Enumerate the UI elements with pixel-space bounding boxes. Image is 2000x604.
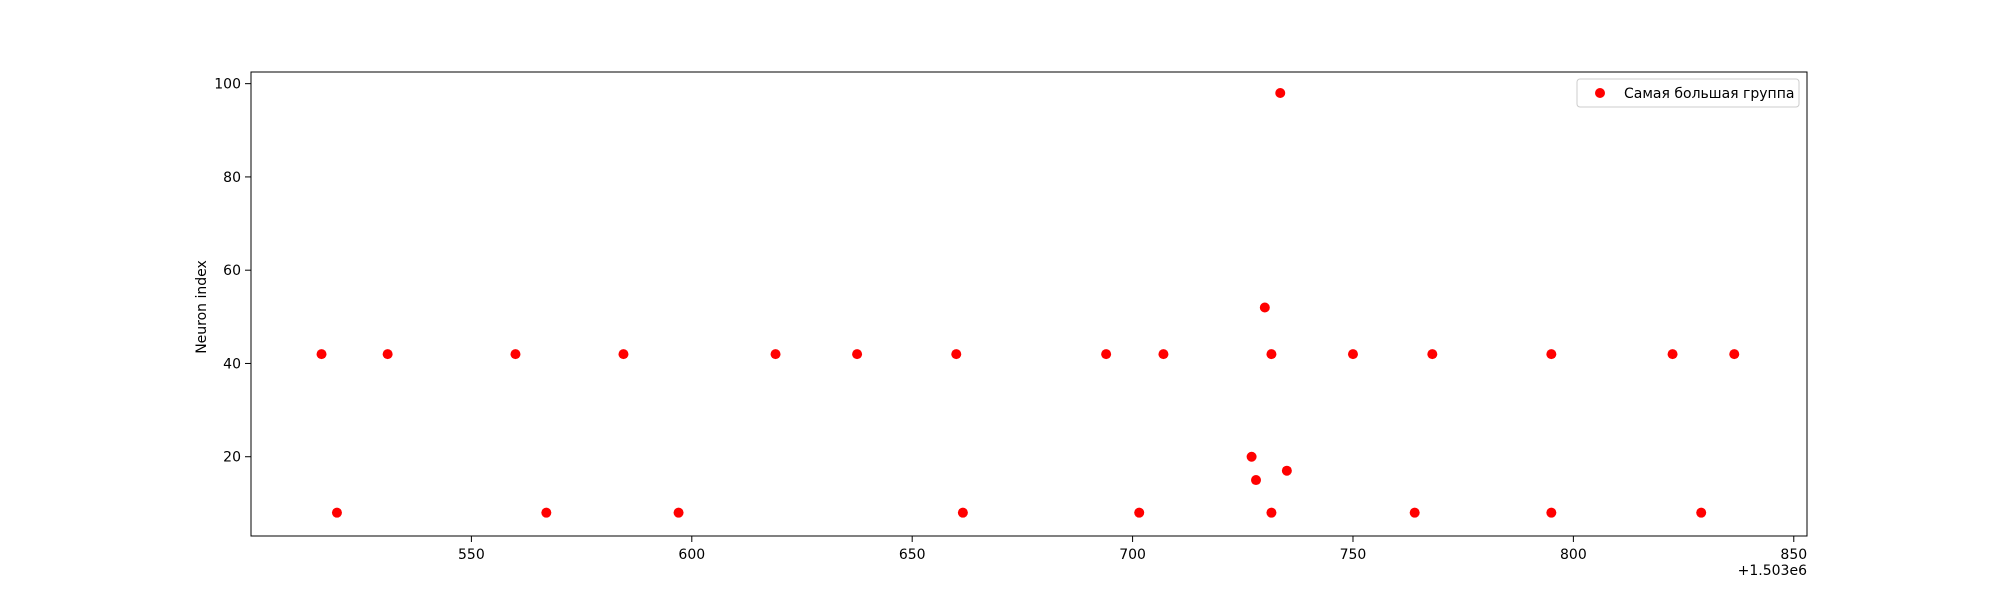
- data-point: [1266, 507, 1277, 518]
- data-point: [1546, 507, 1557, 518]
- data-point: [1347, 349, 1358, 360]
- data-point: [770, 349, 781, 360]
- data-point: [1546, 349, 1557, 360]
- axes-layer: 550 600 650 700 750 800 850 20 40 60 80 100: [214, 71, 1808, 563]
- data-point: [1251, 475, 1262, 486]
- y-tick-label: 20: [223, 450, 241, 466]
- legend: Самая большая группа: [1576, 78, 1800, 108]
- legend-box: [1576, 78, 1800, 108]
- y-axis-label: Neuron index: [194, 260, 210, 354]
- data-point: [1729, 349, 1740, 360]
- plot-layer: [316, 87, 1740, 518]
- data-point: [1266, 349, 1277, 360]
- plot-frame: [250, 71, 1808, 537]
- y-tick-label: 60: [223, 263, 241, 279]
- data-point: [1158, 349, 1169, 360]
- legend-marker: [1595, 88, 1605, 98]
- data-point: [1696, 507, 1707, 518]
- data-point: [618, 349, 629, 360]
- data-point: [1427, 349, 1438, 360]
- data-point: [382, 349, 393, 360]
- data-point: [331, 507, 342, 518]
- x-tick-label: 800: [1560, 547, 1587, 563]
- data-point: [957, 507, 968, 518]
- x-tick-label: 550: [458, 547, 485, 563]
- y-tick-label: 40: [223, 356, 241, 372]
- data-point: [1101, 349, 1112, 360]
- data-point: [1134, 507, 1145, 518]
- data-point: [1409, 507, 1420, 518]
- x-tick-label: 750: [1340, 547, 1367, 563]
- x-tick-label: 600: [678, 547, 705, 563]
- y-tick-label: 100: [214, 77, 241, 93]
- data-point: [1275, 87, 1286, 98]
- x-tick-label: 650: [899, 547, 926, 563]
- data-point: [673, 507, 684, 518]
- data-point: [951, 349, 962, 360]
- data-point: [510, 349, 521, 360]
- x-tick-label: 700: [1119, 547, 1146, 563]
- data-point: [541, 507, 552, 518]
- data-point: [852, 349, 863, 360]
- x-tick-label: 850: [1780, 547, 1807, 563]
- legend-label: Самая большая группа: [1624, 86, 1794, 102]
- data-point: [1667, 349, 1678, 360]
- data-point: [1259, 302, 1270, 313]
- y-tick-label: 80: [223, 170, 241, 186]
- data-point: [1281, 465, 1292, 476]
- x-axis-offset-label: +1.503e6: [1738, 563, 1807, 579]
- data-point: [316, 349, 327, 360]
- data-point: [1246, 451, 1257, 462]
